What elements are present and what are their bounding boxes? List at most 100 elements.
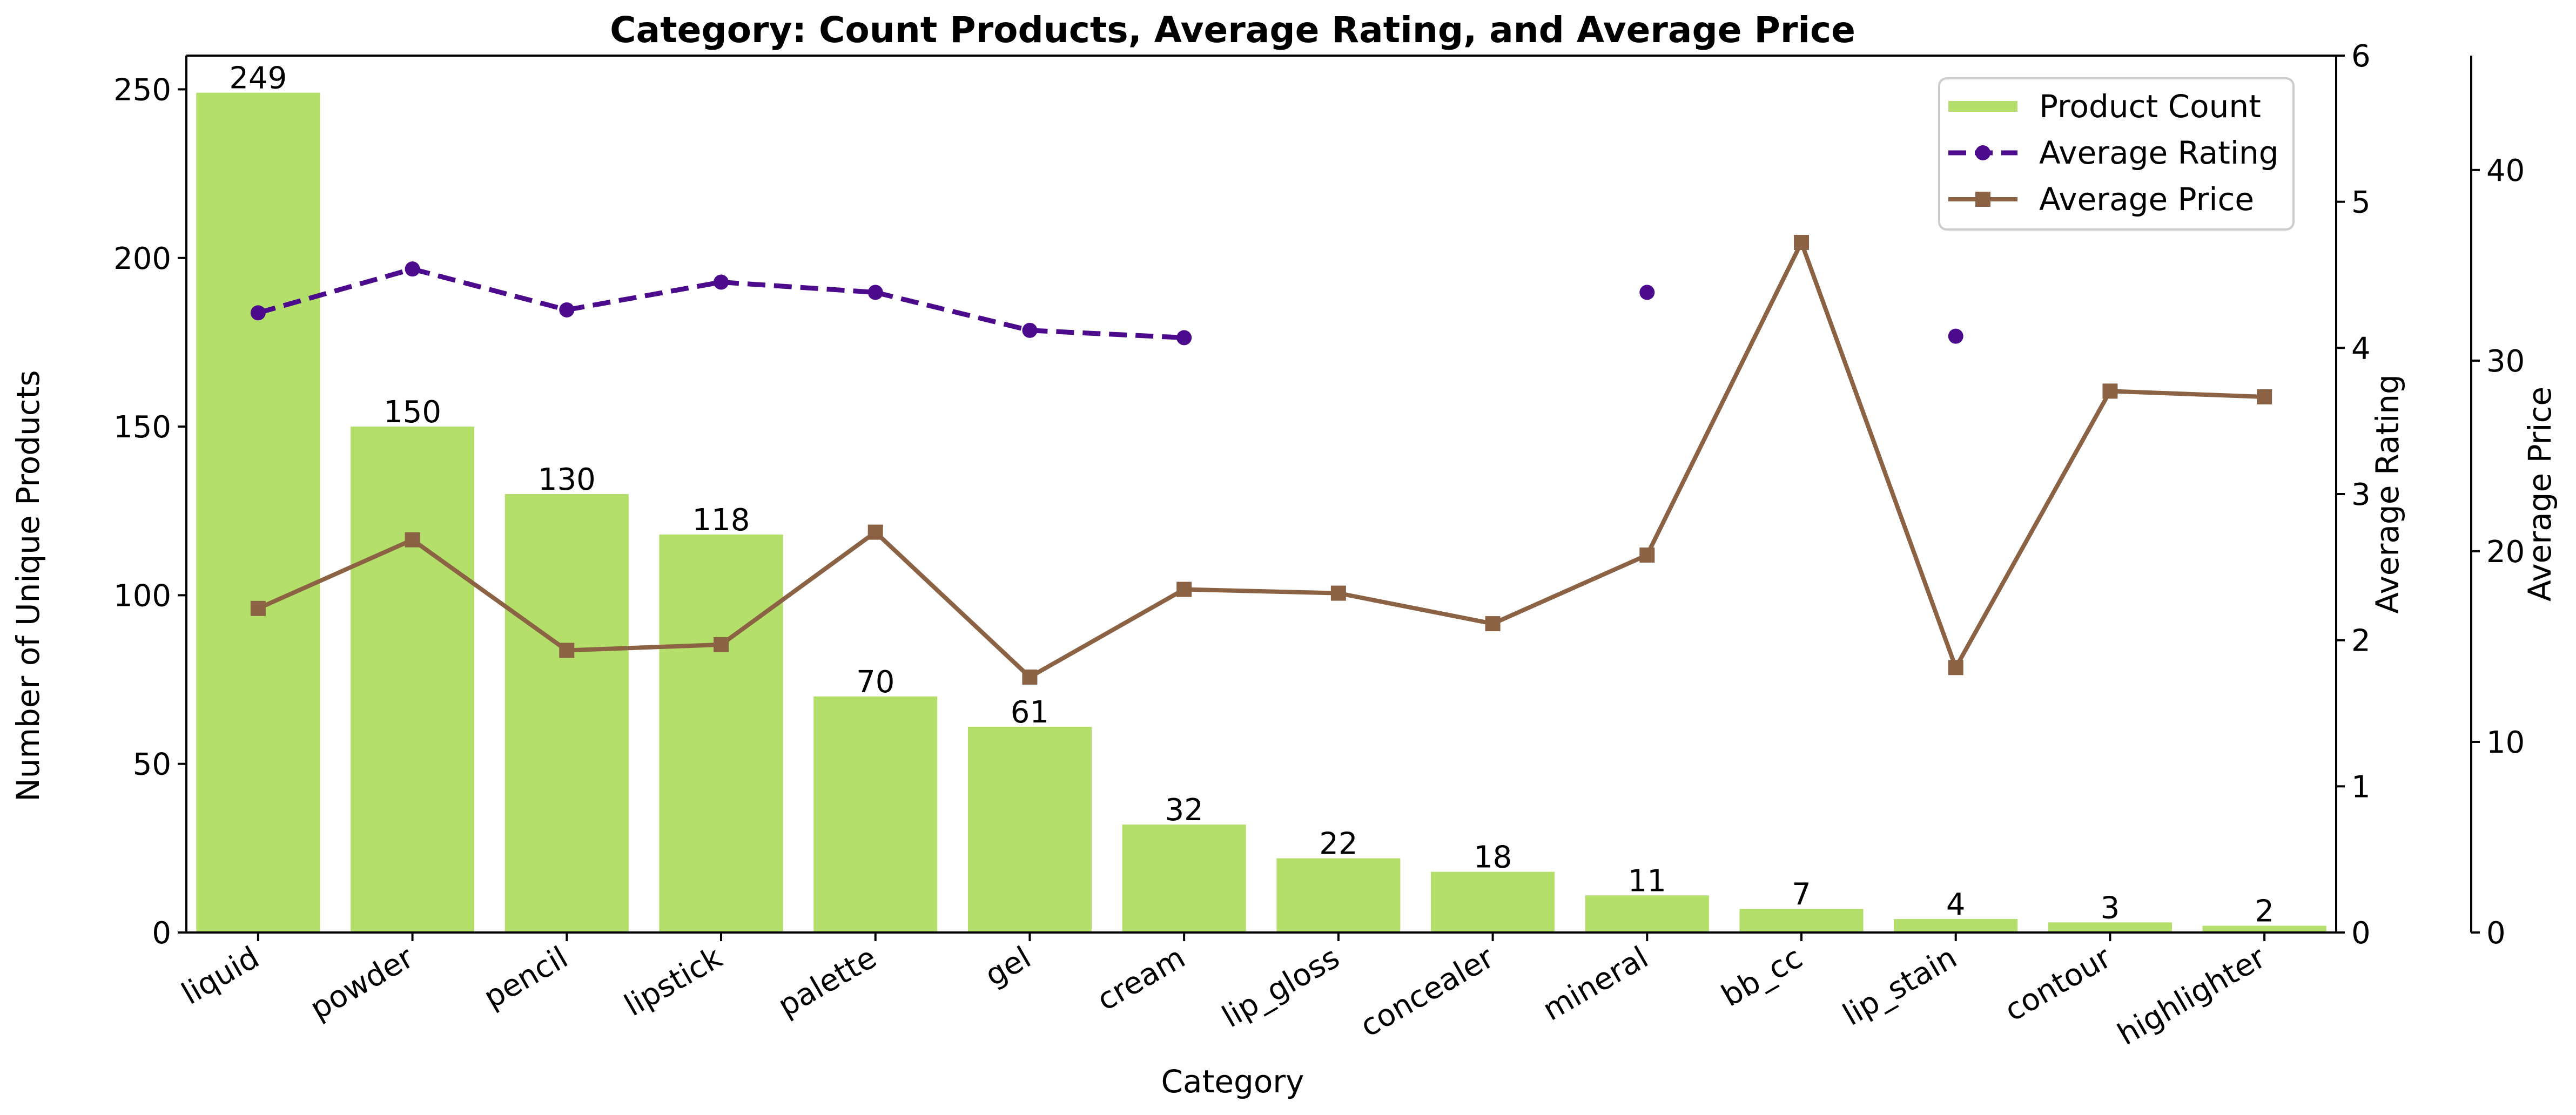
rating-point-cream (1176, 330, 1192, 346)
y2-tick-label: 5 (2351, 185, 2371, 220)
rating-point-liquid (250, 305, 266, 321)
bar-value-label-powder: 150 (384, 395, 441, 430)
bar-value-label-mineral: 11 (1628, 863, 1666, 898)
rating-segment-liquid (257, 266, 413, 315)
legend-label-average-rating: Average Rating (2039, 134, 2279, 171)
y2-tick-label: 0 (2351, 916, 2371, 951)
y3-axis-label: Average Price (2521, 387, 2558, 602)
y-tick-label: 0 (152, 916, 171, 951)
rating-segment-powder (412, 266, 568, 313)
y-tick-label: 250 (113, 72, 171, 107)
bar-liquid (196, 92, 320, 933)
bar-lip_gloss (1276, 858, 1401, 932)
bar-contour (2048, 922, 2172, 932)
bar-value-label-gel: 61 (1011, 695, 1049, 730)
bar-pencil (505, 494, 629, 932)
legend-frame (1938, 77, 2295, 231)
x-tick-label-pencil: pencil (478, 940, 574, 1016)
y3-tick-label: 30 (2486, 344, 2525, 379)
price-point-lipstick (713, 637, 729, 652)
y2-tick-label: 1 (2351, 769, 2371, 805)
price-point-pencil (559, 643, 575, 658)
price-point-bb_cc (1794, 234, 1810, 250)
y-axis-label: Number of Unique Products (10, 370, 46, 801)
line-series-average-price (250, 234, 2272, 685)
x-tick-label-lipstick: lipstick (618, 940, 728, 1024)
bar-cream (1122, 825, 1246, 932)
bar-value-label-highlighter: 2 (2255, 894, 2274, 929)
price-point-contour (2102, 383, 2118, 399)
y3-tick-label: 20 (2486, 535, 2525, 570)
y-tick-label: 100 (113, 578, 171, 613)
rating-point-lip_stain (1948, 328, 1963, 344)
bar-series-product-count (196, 92, 2326, 933)
x-tick-label-bb_cc: bb_cc (1716, 940, 1808, 1014)
rating-segment-lipstick (721, 280, 876, 295)
bar-lipstick (659, 534, 783, 932)
bar-lip_stain (1894, 919, 2018, 932)
bar-value-label-concealer: 18 (1474, 840, 1512, 875)
y2-tick-label: 2 (2351, 624, 2371, 659)
bar-value-label-lip_gloss: 22 (1319, 827, 1357, 862)
legend-marker-average-rating (1975, 145, 1990, 160)
y2-tick-label: 3 (2351, 477, 2371, 512)
price-point-concealer (1485, 616, 1501, 632)
bar-value-label-contour: 3 (2101, 890, 2120, 925)
rating-point-powder (405, 261, 420, 277)
x-tick-label-concealer: concealer (1355, 940, 1501, 1044)
x-tick-label-lip_gloss: lip_gloss (1216, 940, 1346, 1035)
y-tick-label: 200 (113, 241, 171, 276)
bar-powder (351, 427, 475, 932)
bar-mineral (1585, 895, 1709, 932)
chart-title: Category: Count Products, Average Rating… (610, 9, 1855, 51)
legend-label-product-count: Product Count (2039, 88, 2261, 125)
y-tick-label: 50 (133, 747, 171, 782)
x-tick-label-contour: contour (1999, 940, 2117, 1028)
price-point-mineral (1639, 547, 1655, 563)
y3-tick-label: 40 (2486, 153, 2525, 188)
y3-tick-label: 10 (2486, 725, 2525, 760)
y2-tick-label: 4 (2351, 331, 2371, 366)
bar-value-label-bb_cc: 7 (1792, 877, 1811, 912)
bar-palette (813, 696, 938, 932)
price-point-gel (1022, 669, 1038, 685)
x-tick-label-lip_stain: lip_stain (1837, 940, 1963, 1033)
y3-tick-label: 0 (2486, 916, 2506, 951)
price-point-lip_gloss (1330, 585, 1346, 601)
x-tick-label-cream: cream (1091, 940, 1191, 1018)
bar-highlighter (2202, 925, 2326, 932)
legend-label-average-price: Average Price (2039, 181, 2254, 218)
x-tick-label-palette: palette (772, 940, 883, 1024)
legend: Product Count Average Rating Average Pri… (1938, 77, 2295, 231)
x-tick-label-gel: gel (979, 940, 1037, 994)
bar-concealer (1431, 871, 1555, 932)
rating-segment-gel (1030, 328, 1185, 340)
price-point-powder (405, 532, 420, 548)
rating-point-pencil (559, 302, 575, 317)
y2-axis-label: Average Rating (2369, 374, 2406, 614)
bar-gel (967, 726, 1092, 932)
bar-value-label-lip_stain: 4 (1946, 887, 1966, 922)
rating-point-palette (867, 285, 883, 300)
bar-bb_cc (1739, 909, 1864, 932)
rating-segment-palette (875, 290, 1031, 333)
price-point-cream (1176, 582, 1192, 597)
bar-value-label-lipstick: 118 (692, 503, 750, 538)
x-tick-label-mineral: mineral (1537, 940, 1654, 1028)
rating-point-lipstick (713, 274, 729, 290)
y2-tick-label: 6 (2351, 39, 2371, 74)
bar-value-label-palette: 70 (856, 665, 894, 700)
price-point-highlighter (2257, 389, 2272, 404)
line-series-average-rating (250, 261, 1963, 346)
price-point-palette (867, 524, 883, 540)
legend-marker-average-price (1975, 192, 1990, 207)
price-line (257, 240, 2265, 679)
bar-value-label-pencil: 130 (538, 462, 596, 497)
x-tick-label-liquid: liquid (176, 940, 265, 1012)
rating-point-mineral (1639, 285, 1655, 300)
rating-segment-pencil (566, 280, 722, 313)
x-tick-label-highlighter: highlighter (2112, 940, 2272, 1052)
y-tick-label: 150 (113, 410, 171, 445)
